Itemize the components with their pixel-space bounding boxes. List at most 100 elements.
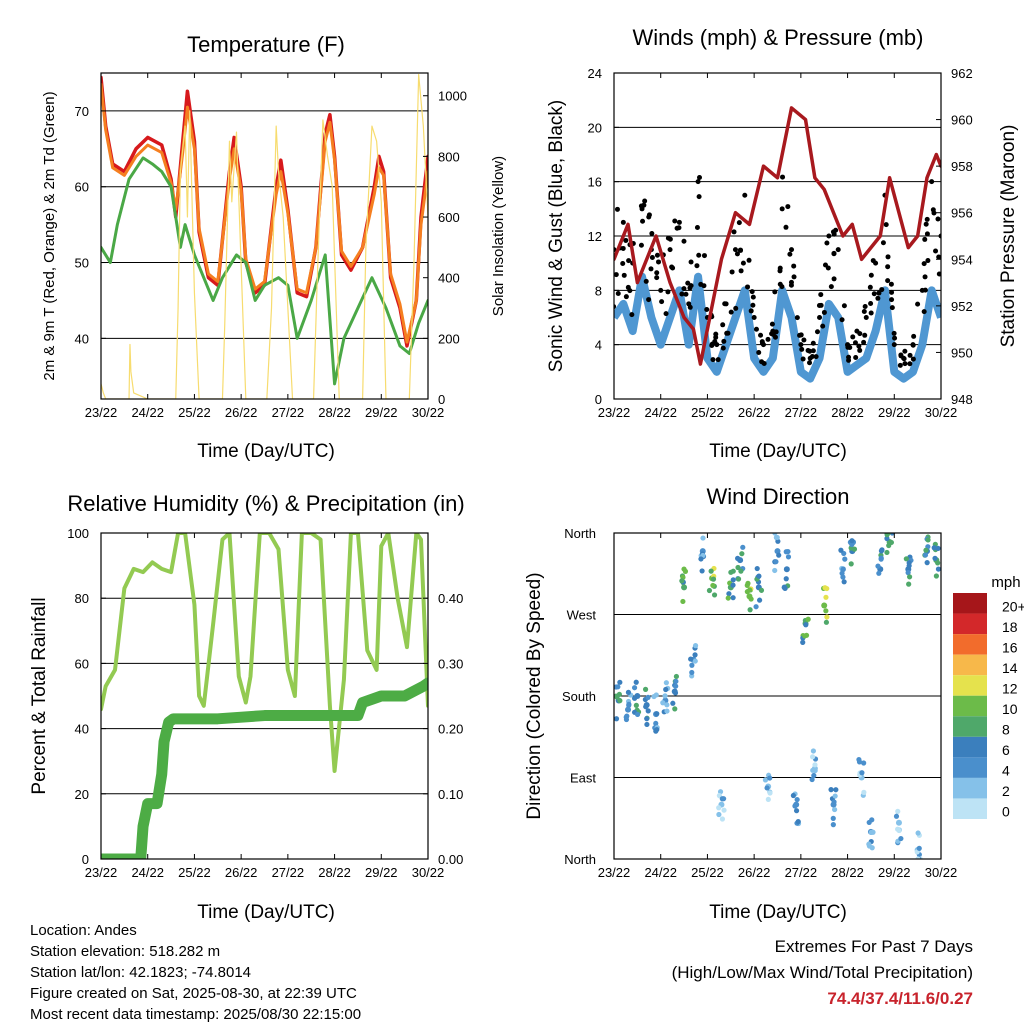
- gust-point: [862, 303, 868, 309]
- direction-point: [721, 807, 727, 813]
- temp_9m-line: [101, 82, 428, 344]
- gust-point: [627, 288, 633, 294]
- direction-point: [654, 726, 660, 733]
- extremes-subtitle: (High/Low/Max Wind/Total Precipitation): [671, 963, 973, 982]
- direction-point: [645, 708, 651, 714]
- temperature-plot-frame: [100, 72, 429, 400]
- gust-point: [924, 231, 930, 237]
- direction-point: [728, 569, 734, 575]
- direction-point: [672, 690, 679, 696]
- direction-point: [682, 568, 689, 574]
- y-tick-label: 0: [595, 392, 602, 407]
- direction-point: [719, 816, 726, 822]
- x-tick-label: 24/22: [644, 865, 677, 880]
- colorbar-swatch: [953, 654, 987, 676]
- direction-point: [680, 598, 686, 605]
- direction-point: [711, 592, 718, 598]
- pressure-line: [614, 106, 941, 366]
- gust-point: [925, 258, 931, 264]
- direction-point: [614, 694, 620, 700]
- gust-point: [861, 309, 867, 315]
- direction-point: [802, 633, 808, 639]
- direction-point: [842, 556, 848, 562]
- direction-point: [643, 704, 649, 710]
- direction-point: [688, 656, 694, 662]
- gust-point: [822, 262, 828, 268]
- gust-point: [676, 219, 682, 225]
- direction-point: [878, 548, 885, 554]
- direction-ylabel: Direction (Colored By Speed): [524, 572, 545, 819]
- gust-point: [665, 289, 671, 295]
- humidity-ylabel: Percent & Total Rainfall: [29, 597, 50, 794]
- direction-point: [935, 545, 941, 552]
- gust-point: [943, 236, 948, 241]
- gust-point: [936, 271, 941, 277]
- y-tick-label-right: 400: [438, 271, 460, 286]
- direction-point: [673, 678, 679, 684]
- station-elevation: Station elevation: 518.282 m: [30, 943, 221, 960]
- gust-point: [818, 292, 824, 298]
- direction-point: [767, 775, 773, 781]
- gust-point: [656, 259, 662, 265]
- gust-point: [681, 238, 687, 244]
- gust-point: [852, 340, 858, 346]
- x-tick-label: 28/22: [318, 405, 351, 420]
- direction-point: [708, 568, 714, 574]
- gust-point: [791, 274, 797, 280]
- direction-point: [935, 560, 941, 566]
- gust-point: [824, 240, 830, 246]
- y-tick-label: 100: [67, 526, 89, 541]
- y-tick-label: 40: [75, 722, 89, 737]
- y-tick-label-right: 958: [951, 159, 973, 174]
- colorbar-swatch: [953, 777, 987, 799]
- direction-point: [832, 793, 838, 799]
- gust-point: [915, 301, 921, 307]
- direction-point: [830, 815, 836, 821]
- direction-point: [861, 789, 867, 795]
- temperature-title: Temperature (F): [187, 32, 345, 57]
- gust-point: [902, 348, 908, 354]
- x-tick-label: 24/22: [131, 865, 164, 880]
- y-tick-label-right: 600: [438, 210, 460, 225]
- temperature-series: [101, 73, 428, 399]
- sonic-wind-line: [614, 272, 941, 383]
- direction-point: [717, 789, 724, 795]
- gust-point: [780, 174, 786, 180]
- gust-point: [658, 287, 664, 293]
- direction-point: [644, 721, 650, 728]
- gust-point: [701, 283, 707, 289]
- gust-point: [885, 254, 891, 260]
- direction-point: [876, 570, 882, 576]
- direction-point: [660, 700, 666, 706]
- gust-point: [794, 315, 800, 321]
- gust-point: [862, 332, 868, 338]
- direction-title: Wind Direction: [706, 484, 849, 509]
- y-tick-label-right: 954: [951, 252, 973, 267]
- x-tick-label: 25/22: [691, 405, 724, 420]
- direction-xticks: 23/22 24/22 25/22 26/22 27/22 28/22 29/22 30/22: [598, 533, 957, 880]
- temperature-ylabel: 2m & 9m T (Red, Orange) & 2m Td (Green): [41, 91, 58, 380]
- figure-created: Figure created on Sat, 2025-08-30, at 22…: [30, 985, 357, 1002]
- colorbar-swatch: [953, 634, 987, 655]
- direction-point: [884, 533, 890, 538]
- x-tick-label: 30/22: [412, 865, 445, 880]
- gust-point: [938, 233, 941, 239]
- humidity-xlabel: Time (Day/UTC): [197, 902, 335, 923]
- direction-point: [617, 679, 623, 685]
- y-tick-label: 60: [75, 180, 89, 195]
- direction-point: [782, 585, 788, 592]
- direction-point: [830, 822, 836, 828]
- gust-point: [801, 337, 807, 343]
- temperature-xticks: 23/22 24/22 25/22 26/22 27/22 28/22 29/22 30/22: [85, 73, 444, 420]
- x-tick-label: 23/22: [598, 865, 631, 880]
- gust-point: [889, 297, 895, 303]
- direction-point: [866, 819, 872, 826]
- direction-point: [933, 573, 939, 579]
- dewpoint-line: [101, 156, 428, 386]
- temperature-ylabel-right: Solar Insolation (Yellow): [490, 156, 507, 316]
- gust-point: [787, 251, 793, 257]
- direction-point: [615, 684, 621, 690]
- gust-point: [710, 357, 716, 363]
- direction-point: [898, 835, 904, 842]
- gust-point: [629, 312, 635, 318]
